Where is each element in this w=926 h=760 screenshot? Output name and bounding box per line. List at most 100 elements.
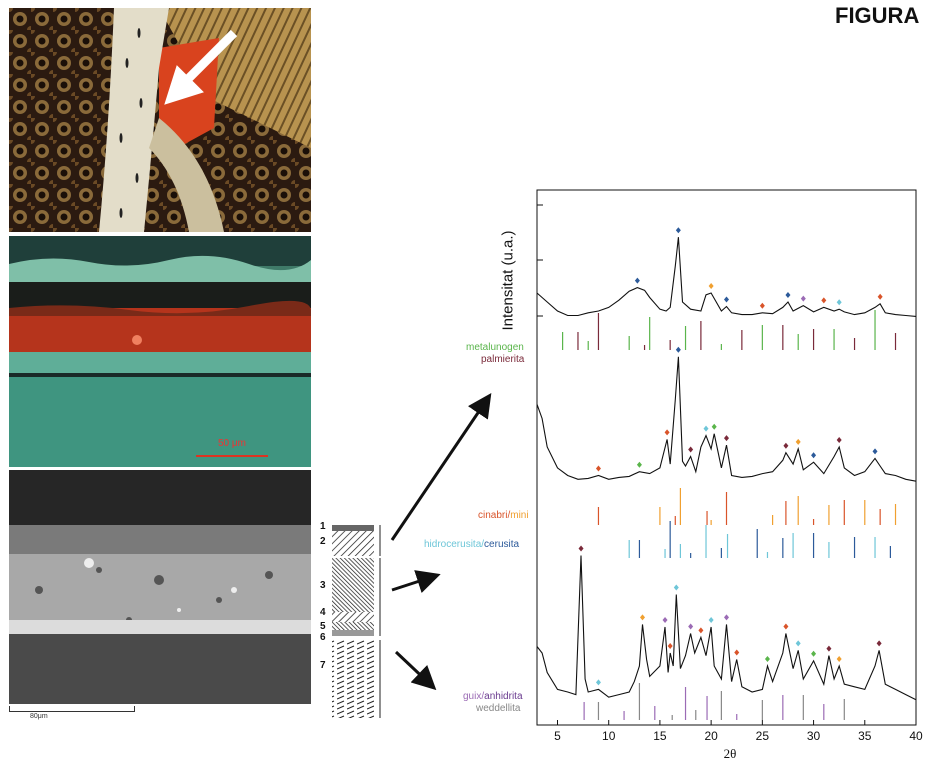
xrd-diffractogram-chart: 5 10 15 20 25 30 35 40 2θ [536, 189, 923, 760]
xrd-peak-marker [821, 297, 827, 304]
xrd-peak-marker [872, 448, 878, 455]
xrd-x-tick-label: 40 [909, 729, 923, 743]
xrd-peak-marker [724, 435, 729, 442]
xrd-peak-marker [675, 227, 681, 234]
xrd-peak-marker [811, 650, 817, 657]
xrd-plot-frame [536, 189, 917, 726]
sem-scale-bar [9, 711, 135, 712]
ref-mini-text: mini [510, 510, 529, 521]
xrd-peak-marker [836, 299, 842, 306]
strat-layer-3 [332, 558, 374, 612]
xrd-peak-marker [759, 302, 765, 309]
xrd-peak-marker [675, 346, 681, 353]
ref-cerusita-text: cerusita [484, 539, 520, 550]
layer-number-6: 6 [320, 632, 326, 643]
xrd-x-ticks: 5 10 15 20 25 30 35 40 [554, 720, 923, 743]
xrd-x-tick-label: 5 [554, 729, 561, 743]
arrow-layer-3-to-middle-pattern [391, 570, 441, 593]
painting-detail-photo [9, 8, 311, 232]
xrd-peak-marker [811, 452, 817, 459]
layer-number-2: 2 [320, 536, 326, 547]
xrd-x-tick-label: 30 [807, 729, 821, 743]
xrd-peak-marker [673, 584, 679, 591]
xrd-peak-marker [708, 617, 714, 623]
sem-scale-tick-right [134, 706, 135, 712]
xrd-series-line [536, 356, 917, 482]
ref-cinabri-sep: / [507, 510, 511, 521]
xrd-peak-marker [724, 614, 729, 621]
optical-cross-section-image [9, 236, 311, 467]
xrd-peak-marker [640, 614, 646, 621]
xrd-peak-marker [636, 461, 642, 468]
xrd-peak-marker [800, 295, 806, 302]
arrow-layer-2-to-top-pattern [390, 393, 492, 541]
sem-cross-section-image [9, 470, 311, 704]
ref-guix-text: guix [463, 691, 482, 702]
ref-guix-sep: / [481, 691, 485, 702]
xrd-peak-marker [877, 293, 883, 300]
strat-layer-4 [332, 612, 374, 622]
layer-number-1: 1 [320, 521, 326, 532]
strat-layer-6 [332, 630, 374, 636]
micro-scale-label: 50 μm [218, 438, 246, 449]
sem-graphic [9, 470, 311, 704]
xrd-peak-marker [795, 640, 801, 647]
xrd-peak-marker [688, 446, 694, 453]
xrd-peak-marker [711, 423, 717, 430]
xrd-y-axis-label: Intensitat (u.a.) [499, 230, 517, 331]
ref-label-guix-anhidrita: guix/anhidrita [463, 691, 523, 702]
xrd-peak-marker [578, 545, 584, 552]
ref-label-weddellita: weddellita [476, 703, 520, 714]
ref-label-cinabri-mini: cinabri/mini [478, 510, 529, 521]
xrd-peak-marker [826, 645, 832, 652]
xrd-peak-marker [836, 437, 842, 443]
xrd-peak-marker [876, 640, 882, 647]
ref-label-hidrocerusita-cerusita: hidrocerusita/cerusita [424, 539, 519, 550]
xrd-peak-marker [783, 623, 789, 630]
xrd-x-axis-label: 2θ [724, 746, 737, 760]
xrd-peak-marker [664, 429, 670, 436]
stratigraphy-schematic [332, 525, 381, 718]
layer-number-5: 5 [320, 621, 326, 632]
xrd-peak-marker [703, 425, 709, 432]
xrd-reference-bars [562, 310, 897, 720]
xrd-peak-marker [708, 283, 714, 289]
xrd-peak-marker [724, 296, 729, 303]
ref-label-metalunogen: metalunogen [466, 342, 524, 353]
ref-metalunogen-text: metalunogen [466, 342, 524, 353]
layer-number-4: 4 [320, 607, 326, 618]
xrd-x-tick-label: 35 [858, 729, 872, 743]
xrd-x-tick-label: 15 [653, 729, 667, 743]
xrd-peak-marker [795, 438, 801, 445]
strat-layer-1 [332, 525, 374, 531]
xrd-peak-marker [734, 649, 740, 656]
painting-detail-graphic [9, 8, 311, 232]
xrd-peak-marker [634, 277, 640, 284]
ref-anhidrita-text: anhidrita [484, 691, 523, 702]
xrd-series [536, 227, 917, 701]
xrd-peak-marker [662, 617, 668, 623]
ref-hidrocerusita-sep: / [481, 539, 485, 550]
ref-label-palmierita: palmierita [481, 354, 524, 365]
sem-scale-tick-left [9, 706, 10, 712]
strat-layer-2 [332, 531, 374, 556]
layer-number-3: 3 [320, 580, 326, 591]
arrow-layer-7-to-bottom-pattern [394, 650, 437, 691]
strat-layer-7 [332, 640, 374, 718]
xrd-peak-marker [783, 442, 789, 449]
xrd-peak-marker [667, 643, 673, 649]
xrd-peak-marker [595, 465, 601, 472]
ref-hidrocerusita-text: hidrocerusita [424, 539, 482, 550]
ref-palmierita-text: palmierita [481, 354, 525, 365]
xrd-x-tick-label: 20 [704, 729, 718, 743]
xrd-peak-marker [698, 627, 704, 634]
sem-scale-label: 80μm [30, 713, 48, 720]
connector-arrows [390, 393, 492, 691]
strat-layer-5 [332, 622, 374, 630]
xrd-peak-marker [764, 656, 770, 662]
xrd-peak-marker [785, 292, 791, 298]
xrd-peak-marker [595, 679, 601, 686]
ref-weddellita-text: weddellita [476, 703, 521, 714]
ref-cinabri-text: cinabri [478, 510, 508, 521]
micro-scale-bar [196, 455, 268, 457]
